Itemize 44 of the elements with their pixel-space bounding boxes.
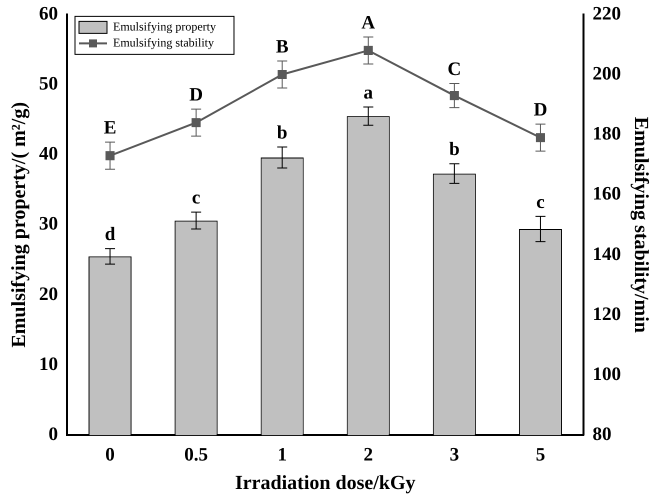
point <box>106 151 115 160</box>
y-tick-label: 50 <box>39 73 58 94</box>
annotation: B <box>276 36 289 58</box>
y2-tick-label: 140 <box>592 244 621 265</box>
point <box>192 118 201 128</box>
x-tick-label: 1 <box>277 444 287 466</box>
annotation: D <box>534 100 548 121</box>
y2-tick-label: 80 <box>592 424 612 446</box>
x-tick-label: 0 <box>105 444 115 466</box>
point <box>450 91 459 100</box>
annotation: a <box>364 82 374 104</box>
annotation: E <box>104 118 116 139</box>
annotation: C <box>448 58 462 80</box>
legend-label: Emulsifying stability <box>113 36 214 50</box>
y2-tick-label: 180 <box>592 124 621 145</box>
x-tick-label: 2 <box>364 444 374 466</box>
y-tick-label: 30 <box>39 214 58 235</box>
annotation: b <box>276 122 288 144</box>
y2-tick-label: 100 <box>592 364 621 385</box>
x-tick-label: 0.5 <box>184 444 208 466</box>
x-tick-label: 3 <box>450 444 460 466</box>
y-axis-title: Emulsifying property/( m²/g) <box>8 102 30 348</box>
y-tick-label: 0 <box>48 424 58 446</box>
legend-label: Emulsifying property <box>113 20 216 34</box>
x-tick-label: 5 <box>536 444 546 466</box>
annotation: c <box>536 192 545 213</box>
annotation: A <box>361 12 376 34</box>
y2-axis-title: Emulsifying stability/min <box>630 116 652 333</box>
y-tick-label: 10 <box>39 354 58 375</box>
y-tick-label: 40 <box>39 144 58 165</box>
annotation: b <box>449 139 460 160</box>
y2-tick-label: 220 <box>592 3 621 24</box>
annotation: d <box>104 224 116 246</box>
point <box>364 46 373 56</box>
y2-tick-label: 200 <box>592 63 621 84</box>
point <box>536 133 545 142</box>
y-tick-label: 20 <box>39 284 58 305</box>
annotation: c <box>192 188 200 209</box>
y2-tick-label: 160 <box>592 184 621 205</box>
annotation: D <box>189 84 203 106</box>
y2-tick-label: 120 <box>592 304 621 325</box>
y-tick-label: 60 <box>39 3 58 24</box>
point <box>278 70 287 80</box>
x-axis-title: Irradiation dose/kGy <box>234 472 416 494</box>
